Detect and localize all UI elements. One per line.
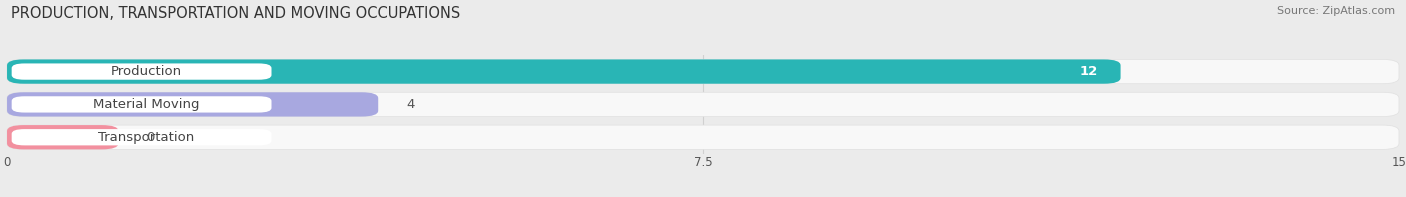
FancyBboxPatch shape bbox=[7, 125, 118, 149]
FancyBboxPatch shape bbox=[11, 129, 271, 145]
FancyBboxPatch shape bbox=[7, 92, 378, 117]
Text: 0: 0 bbox=[146, 131, 155, 144]
FancyBboxPatch shape bbox=[11, 96, 271, 112]
FancyBboxPatch shape bbox=[7, 59, 1121, 84]
FancyBboxPatch shape bbox=[7, 59, 1399, 84]
Text: PRODUCTION, TRANSPORTATION AND MOVING OCCUPATIONS: PRODUCTION, TRANSPORTATION AND MOVING OC… bbox=[11, 6, 461, 21]
FancyBboxPatch shape bbox=[11, 63, 271, 80]
Text: Material Moving: Material Moving bbox=[93, 98, 200, 111]
Text: 12: 12 bbox=[1080, 65, 1098, 78]
FancyBboxPatch shape bbox=[7, 125, 1399, 149]
Text: 4: 4 bbox=[406, 98, 415, 111]
Text: Transportation: Transportation bbox=[98, 131, 194, 144]
FancyBboxPatch shape bbox=[7, 92, 1399, 117]
Text: Production: Production bbox=[111, 65, 181, 78]
Text: Source: ZipAtlas.com: Source: ZipAtlas.com bbox=[1277, 6, 1395, 16]
